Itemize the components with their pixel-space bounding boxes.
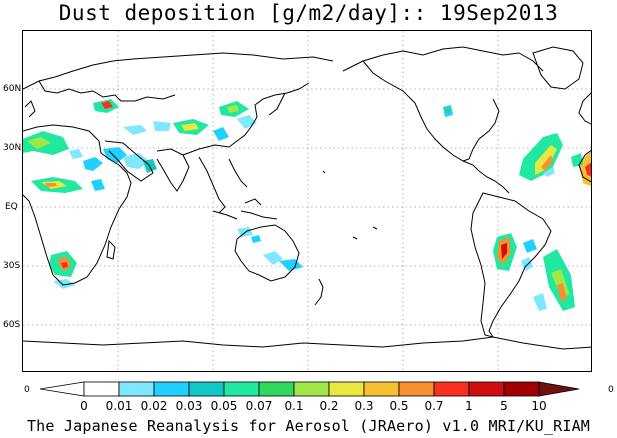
- colorbar-label-3: 0.03: [176, 399, 203, 413]
- colorbar-cell-8: [328, 381, 365, 397]
- corner-label-left: 0: [24, 385, 30, 395]
- colorbar-label-2: 0.02: [141, 399, 168, 413]
- lat-label-60s: 60S: [3, 320, 21, 330]
- world-map: [23, 31, 591, 371]
- colorbar-cell-13: [503, 381, 540, 397]
- corner-label-right: 0: [608, 385, 614, 395]
- colorbar-label-7: 0.2: [319, 399, 338, 413]
- colorbar-label-5: 0.07: [246, 399, 273, 413]
- colorbar-cell-10: [398, 381, 435, 397]
- colorbar-label-12: 5: [500, 399, 508, 413]
- colorbar-cell-1: [83, 381, 120, 397]
- colorbar-label-13: 10: [531, 399, 546, 413]
- credit-line: The Japanese Reanalysis for Aerosol (JRA…: [26, 417, 591, 435]
- dust-deposition-field: [23, 99, 591, 311]
- colorbar-cell-9: [363, 381, 400, 397]
- colorbar-cell-3: [153, 381, 190, 397]
- colorbar-label-8: 0.3: [354, 399, 373, 413]
- graticule: [23, 31, 591, 371]
- colorbar-cell-0: [40, 381, 85, 397]
- colorbar-label-6: 0.1: [284, 399, 303, 413]
- colorbar-label-11: 1: [465, 399, 473, 413]
- colorbar-cell-12: [468, 381, 505, 397]
- colorbar-label-9: 0.5: [389, 399, 408, 413]
- colorbar-label-4: 0.05: [211, 399, 238, 413]
- chart-title: Dust deposition [g/m2/day]:: 19Sep2013: [58, 1, 559, 25]
- colorbar-label-1: 0.01: [106, 399, 133, 413]
- lat-label-eq: EQ: [5, 202, 18, 212]
- colorbar-label-0: 0: [80, 399, 88, 413]
- coastlines: [23, 46, 591, 350]
- colorbar-cell-11: [433, 381, 470, 397]
- colorbar-cell-6: [258, 381, 295, 397]
- colorbar: 0 0.01 0.02 0.03 0.05 0.07 0.1 0.2 0.3 0…: [40, 381, 580, 413]
- lat-label-30s: 30S: [3, 261, 21, 271]
- colorbar-label-10: 0.7: [424, 399, 443, 413]
- lat-label-60n: 60N: [3, 84, 22, 94]
- colorbar-cell-5: [223, 381, 260, 397]
- colorbar-cell-4: [188, 381, 225, 397]
- map-panel: [22, 30, 592, 372]
- lat-label-30n: 30N: [3, 143, 22, 153]
- colorbar-cell-2: [118, 381, 155, 397]
- colorbar-cell-7: [293, 381, 330, 397]
- colorbar-cell-14: [538, 381, 580, 397]
